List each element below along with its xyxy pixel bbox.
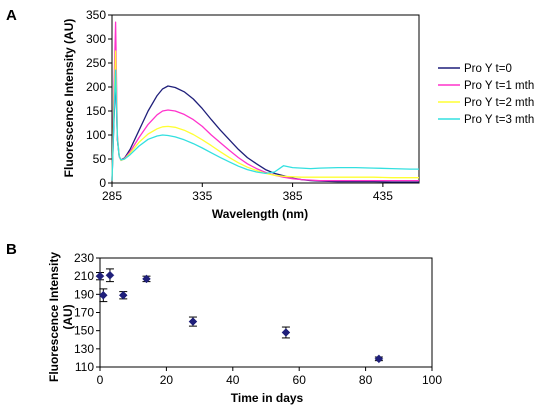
- panel-b: B Time in days Fluorescence Intensity (A…: [6, 241, 442, 405]
- panel-b-data-point: [105, 270, 115, 280]
- panel-b-points-group: [95, 268, 384, 364]
- panel-b-plot-frame: [99, 257, 433, 368]
- panel-b-data-point: [142, 274, 151, 284]
- panel-a-x-tick-label: 285: [102, 189, 122, 203]
- panel-a-series-group: [111, 21, 419, 183]
- panel-b-x-tick-label: 0: [97, 373, 104, 387]
- panel-b-data-point: [374, 354, 384, 364]
- panel-b-y-tick-label: 230: [74, 251, 94, 265]
- panel-b-data-point: [95, 271, 105, 281]
- panel-a-legend-label: Pro Y t=0: [464, 63, 512, 75]
- panel-b-y-tick-label: 210: [74, 269, 94, 283]
- panel-b-data-point: [281, 328, 291, 337]
- panel-b-data-point: [98, 290, 108, 300]
- panel-a-legend-label: Pro Y t=3 mth: [464, 114, 534, 126]
- panel-a-x-tick-label: 385: [283, 189, 303, 203]
- panel-b-data-point: [118, 290, 128, 300]
- panel-a-y-axis-label: Fluorescence Intensity (AU): [62, 19, 76, 178]
- panel-b-x-tick-label: 40: [226, 373, 240, 387]
- panel-a-series-line: [111, 21, 419, 182]
- panel-a-x-axis-label: Wavelength (nm): [212, 207, 308, 221]
- panel-a-axes: 0 50 100 150 200 250 300 350 285 335 385 435: [86, 8, 420, 203]
- panel-a-y-tick-label: 50: [93, 152, 107, 166]
- panel-b-x-axis-label: Time in days: [231, 391, 304, 405]
- panel-b-y-axis-label-line1: Fluorescence Intensity: [47, 252, 61, 382]
- panel-b-y-axis-label-line2: (AU): [61, 304, 75, 329]
- panel-a-series-line: [111, 50, 419, 181]
- panel-b-x-tick-label: 80: [359, 373, 373, 387]
- panel-a-y-tick-label: 200: [86, 80, 106, 94]
- panel-a-legend: Pro Y t=0 Pro Y t=1 mth Pro Y t=2 mth Pro Y…: [438, 63, 534, 126]
- panel-a-legend-label: Pro Y t=2 mth: [464, 97, 534, 109]
- panel-a-y-tick-label: 350: [86, 8, 106, 22]
- panel-b-x-tick-label: 60: [293, 373, 307, 387]
- panel-b-axes: 110 130 150 170 190 210 230 0 20 40 60 80 100: [74, 251, 442, 387]
- panel-a-legend-anchor: [436, 62, 437, 63]
- panel-b-y-tick-label: 190: [74, 287, 94, 301]
- panel-b-x-tick-label: 20: [160, 373, 174, 387]
- panel-a-y-tick-label: 300: [86, 32, 106, 46]
- panel-a-x-tick-label: 435: [373, 189, 393, 203]
- panel-b-x-tick-label: 100: [422, 373, 442, 387]
- panel-a-legend-label: Pro Y t=1 mth: [464, 80, 534, 92]
- panel-a: A Wavelength (nm) Fluorescence Intensity…: [6, 7, 534, 221]
- panel-a-x-tick-label: 335: [192, 189, 212, 203]
- panel-a-y-tick-label: 250: [86, 56, 106, 70]
- panel-b-data-point: [188, 317, 198, 326]
- panel-b-y-tick-label: 170: [74, 306, 94, 320]
- panel-b-y-tick-label: 110: [75, 360, 94, 374]
- panel-a-y-tick-label: 0: [99, 176, 106, 190]
- panel-a-plot-frame: [111, 14, 420, 184]
- panel-a-y-tick-label: 150: [86, 104, 106, 118]
- panel-b-y-tick-label: 150: [74, 324, 94, 338]
- panel-a-y-tick-label: 100: [86, 128, 106, 142]
- panel-a-series-line: [111, 69, 419, 181]
- panel-b-y-tick-label: 130: [74, 342, 94, 356]
- panel-a-label: A: [6, 7, 17, 24]
- panel-b-label: B: [6, 241, 17, 258]
